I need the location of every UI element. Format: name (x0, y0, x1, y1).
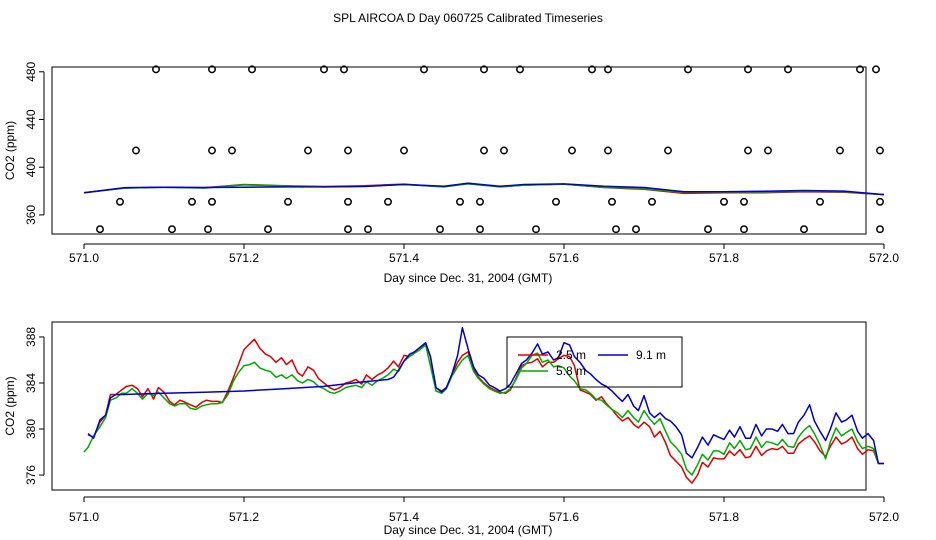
calibration-point (132, 146, 140, 155)
y-tick-label: 388 (24, 327, 38, 347)
x-tick-label: 571.8 (709, 251, 739, 265)
calibration-point (400, 146, 408, 155)
x-tick-label: 571.6 (549, 251, 579, 265)
top-panel: 571.0 571.2 571.4 571.6 571.8 572.0 Day since … (3, 61, 899, 285)
x-tick-label: 571.0 (69, 510, 99, 524)
calibration-point (648, 197, 656, 206)
calibration-point (96, 225, 104, 234)
calibration-point (720, 197, 728, 206)
calibration-point (476, 225, 484, 234)
calibration-point (284, 197, 292, 206)
calibration-point (340, 65, 348, 74)
plot-frame (51, 66, 867, 235)
calibration-point (320, 65, 328, 74)
calibration-point (516, 65, 524, 74)
y-tick-label: 384 (24, 373, 38, 393)
calibration-point (456, 197, 464, 206)
calibration-point (344, 146, 352, 155)
calibration-point (476, 197, 484, 206)
series-line-2-5-m (87, 338, 884, 484)
x-tick-label: 571.8 (709, 510, 739, 524)
calibration-point (188, 197, 196, 206)
calibration-point (436, 225, 444, 234)
calibration-point (876, 146, 884, 155)
calibration-point (480, 65, 488, 74)
series-line-5-8-m (83, 344, 880, 476)
x-tick-label: 571.0 (69, 251, 99, 265)
series-line-9-1-m (83, 182, 885, 196)
legend-box (506, 336, 683, 388)
calibration-point (588, 65, 596, 74)
y-tick-label: 400 (24, 157, 38, 177)
calibration-point (152, 65, 160, 74)
calibration-point (744, 65, 752, 74)
calibration-point (480, 146, 488, 155)
x-tick-label: 572.0 (869, 251, 899, 265)
bottom-panel: 571.0 571.2 571.4 571.6 571.8 572.0 Day since … (3, 321, 899, 537)
y-tick-label: 440 (24, 109, 38, 129)
y-axis-title: CO2 (ppm) (3, 376, 17, 435)
y-tick-label: 480 (24, 61, 38, 81)
calibration-point (740, 197, 748, 206)
calibration-point (632, 225, 640, 234)
calibration-point (604, 65, 612, 74)
calibration-point (836, 146, 844, 155)
x-tick-label: 571.4 (389, 510, 419, 524)
y-tick-label: 380 (24, 419, 38, 439)
calibration-point (856, 65, 864, 74)
calibration-point (228, 146, 236, 155)
calibration-point (800, 225, 808, 234)
calibration-point (612, 225, 620, 234)
calibration-point (208, 146, 216, 155)
calibration-point (500, 146, 508, 155)
calibration-point (532, 225, 540, 234)
y-axis-title: CO2 (ppm) (3, 121, 17, 180)
calibration-point (264, 225, 272, 234)
calibration-point (116, 197, 124, 206)
legend-label: 5.8 m (556, 364, 586, 378)
calibration-point (364, 225, 372, 234)
y-tick-label: 360 (24, 205, 38, 225)
calibration-point (384, 197, 392, 206)
calibration-point (248, 65, 256, 74)
calibration-point (344, 225, 352, 234)
calibration-point (604, 146, 612, 155)
x-tick-label: 571.6 (549, 510, 579, 524)
calibration-point (552, 197, 560, 206)
calibration-point (744, 146, 752, 155)
x-axis-title: Day since Dec. 31, 2004 (GMT) (384, 271, 553, 285)
calibration-point (684, 65, 692, 74)
calibration-point (764, 146, 772, 155)
legend: 2.5 m 9.1 m 5.8 m (506, 336, 683, 388)
calibration-point (344, 197, 352, 206)
series-line-9-1-m (87, 327, 884, 465)
calibration-point (168, 225, 176, 234)
plot-frame (51, 321, 867, 491)
x-tick-label: 571.4 (389, 251, 419, 265)
calibration-point (704, 225, 712, 234)
calibration-point (304, 146, 312, 155)
legend-label: 9.1 m (636, 348, 666, 362)
calibration-point (876, 197, 884, 206)
calibration-point (208, 65, 216, 74)
x-tick-label: 572.0 (869, 510, 899, 524)
calibration-point (876, 225, 884, 234)
calibration-point (204, 225, 212, 234)
x-axis-title: Day since Dec. 31, 2004 (GMT) (384, 523, 553, 537)
calibration-point (872, 65, 880, 74)
calibration-point (568, 146, 576, 155)
calibration-point (208, 197, 216, 206)
calibration-point (740, 225, 748, 234)
chart-title: SPL AIRCOA D Day 060725 Calibrated Times… (333, 11, 603, 25)
y-tick-label: 376 (24, 465, 38, 485)
x-tick-label: 571.2 (229, 251, 259, 265)
calibration-point (784, 65, 792, 74)
calibration-point (608, 197, 616, 206)
calibration-point (664, 146, 672, 155)
x-tick-label: 571.2 (229, 510, 259, 524)
calibration-point (420, 65, 428, 74)
calibration-point (816, 197, 824, 206)
legend-label: 2.5 m (556, 348, 586, 362)
